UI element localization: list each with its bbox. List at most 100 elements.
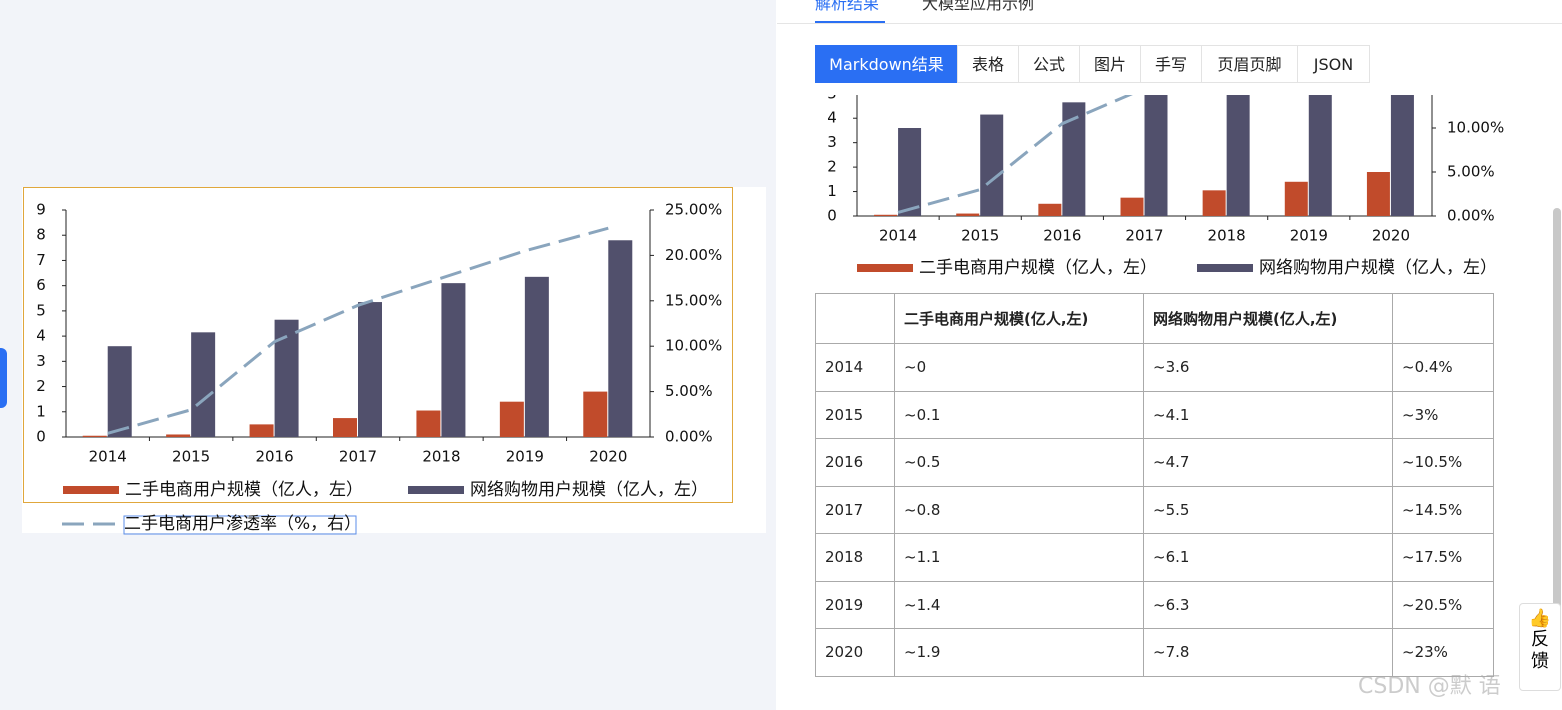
table-cell: ~20.5%	[1392, 580, 1494, 629]
selection-box	[23, 187, 733, 503]
header-cell: 二手电商用户规模(亿人,左)	[894, 293, 1144, 344]
y2-tick-label: 25.00%	[665, 201, 722, 219]
y-tick-label: 3	[36, 352, 46, 370]
bar	[583, 391, 608, 437]
bar	[980, 114, 1004, 216]
table-cell: ~3.6	[1143, 343, 1393, 392]
y2-tick-label: 10.00%	[1447, 119, 1504, 137]
y-tick-label: 4	[827, 109, 837, 127]
header-cell	[1392, 293, 1494, 344]
x-tick-label: 2018	[1208, 227, 1246, 245]
y-tick-label: 7	[36, 251, 46, 269]
table-cell: 2016	[815, 438, 895, 487]
nav-tab[interactable]: 解析结果	[815, 0, 880, 13]
y-tick-label: 0	[827, 207, 837, 225]
bar	[1308, 95, 1332, 217]
active-underline	[815, 21, 885, 23]
bar	[898, 128, 922, 216]
bar	[1366, 172, 1390, 216]
y-tick-label: 1	[827, 182, 837, 200]
table-cell: 2014	[815, 343, 895, 392]
legend-swatch	[1197, 264, 1253, 272]
header-cell	[815, 293, 895, 344]
y2-tick-label: 0.00%	[1447, 207, 1495, 225]
bar	[333, 418, 357, 437]
table-cell: ~1.1	[894, 533, 1144, 582]
bar	[874, 214, 898, 216]
table-cell: ~6.1	[1143, 533, 1393, 582]
legend-label: 网络购物用户规模（亿人，左）	[1259, 258, 1497, 278]
side-handle[interactable]	[0, 348, 7, 408]
scrollbar[interactable]	[1553, 208, 1561, 690]
bar	[441, 283, 466, 437]
x-tick-label: 2020	[589, 448, 627, 466]
bar	[1120, 197, 1144, 216]
y-tick-label: 4	[36, 327, 46, 345]
bar	[1390, 95, 1414, 217]
source-chart: 0 1 2 3 4 5 6 7 8 9 0.00% 5.00% 10.00% 15.00% 20.00% 25…	[36, 201, 722, 535]
table-cell: 2019	[815, 580, 895, 629]
y-tick-label: 9	[36, 201, 46, 219]
bar	[358, 302, 382, 437]
y2-tick-label: 20.00%	[1447, 31, 1504, 49]
format-tab[interactable]: JSON	[1297, 45, 1370, 83]
source-image	[22, 187, 766, 533]
x-tick-label: 2016	[1043, 227, 1081, 245]
y-tick-label: 0	[36, 428, 46, 446]
x-tick-label: 2015	[961, 227, 999, 245]
y-tick-label: 5	[36, 301, 46, 319]
y-tick-label: 8	[36, 226, 46, 244]
table-cell: 2015	[815, 390, 895, 439]
table-cell: ~10.5%	[1392, 438, 1494, 487]
legend-swatch	[857, 264, 913, 272]
table-cell: 2018	[815, 533, 895, 582]
y2-tick-label: 0.00%	[665, 428, 713, 446]
feedback-icon: 👍	[1528, 608, 1552, 629]
table-row: 2019 ~1.4 ~6.3 ~20.5%	[815, 580, 1494, 629]
table-cell: ~23%	[1392, 628, 1494, 677]
y2-tick-label: 20.00%	[665, 246, 722, 264]
table-cell: ~4.7	[1143, 438, 1393, 487]
bar	[1202, 190, 1226, 216]
table-cell: 2020	[815, 628, 895, 677]
table-row: 2017 ~0.8 ~5.5 ~14.5%	[815, 485, 1494, 534]
feedback-button[interactable]: 👍 反馈	[1519, 603, 1561, 691]
y2-tick-label: 5.00%	[665, 382, 713, 400]
x-tick-label: 2020	[1372, 227, 1410, 245]
x-tick-label: 2019	[1290, 227, 1328, 245]
legend-label: 二手电商用户渗透率（%，右）	[124, 514, 361, 534]
bar	[1144, 95, 1168, 216]
bar	[1062, 102, 1086, 216]
table-cell: ~6.3	[1143, 580, 1393, 629]
table-body: 2014 ~0 ~3.6 ~0.4% 2015 ~0.1 ~4.1 ~3% 2016 ~0.5 ~4…	[815, 343, 1494, 677]
table-cell: ~1.4	[894, 580, 1144, 629]
table-cell: ~14.5%	[1392, 485, 1494, 534]
bar	[1038, 203, 1062, 216]
table-cell: ~4.1	[1143, 390, 1393, 439]
table-cell: ~0.8	[894, 485, 1144, 534]
line-series	[107, 226, 609, 435]
bar	[191, 332, 216, 437]
y2-tick-label: 5.00%	[1447, 163, 1495, 181]
x-tick-label: 2019	[506, 448, 544, 466]
bar	[956, 213, 980, 216]
nav-tab[interactable]: 大模型应用示例	[922, 0, 1035, 13]
watermark: CSDN @默 语	[1358, 674, 1501, 699]
format-tab[interactable]: Markdown结果	[815, 45, 958, 83]
bar	[82, 435, 107, 437]
x-tick-label: 2017	[1125, 227, 1163, 245]
table-cell: ~0.1	[894, 390, 1144, 439]
tab-border	[777, 23, 1562, 24]
y-tick-label: 2	[36, 377, 46, 395]
bar	[249, 424, 274, 437]
x-tick-label: 2017	[339, 448, 377, 466]
header-cell: 网络购物用户规模(亿人,左)	[1143, 293, 1393, 344]
x-tick-label: 2014	[879, 227, 917, 245]
table-cell: 2017	[815, 485, 895, 534]
feedback-text: 反馈	[1531, 629, 1549, 672]
legend-swatch	[408, 486, 464, 494]
y2-tick-label: 10.00%	[665, 337, 722, 355]
table-row: 2016 ~0.5 ~4.7 ~10.5%	[815, 438, 1494, 487]
